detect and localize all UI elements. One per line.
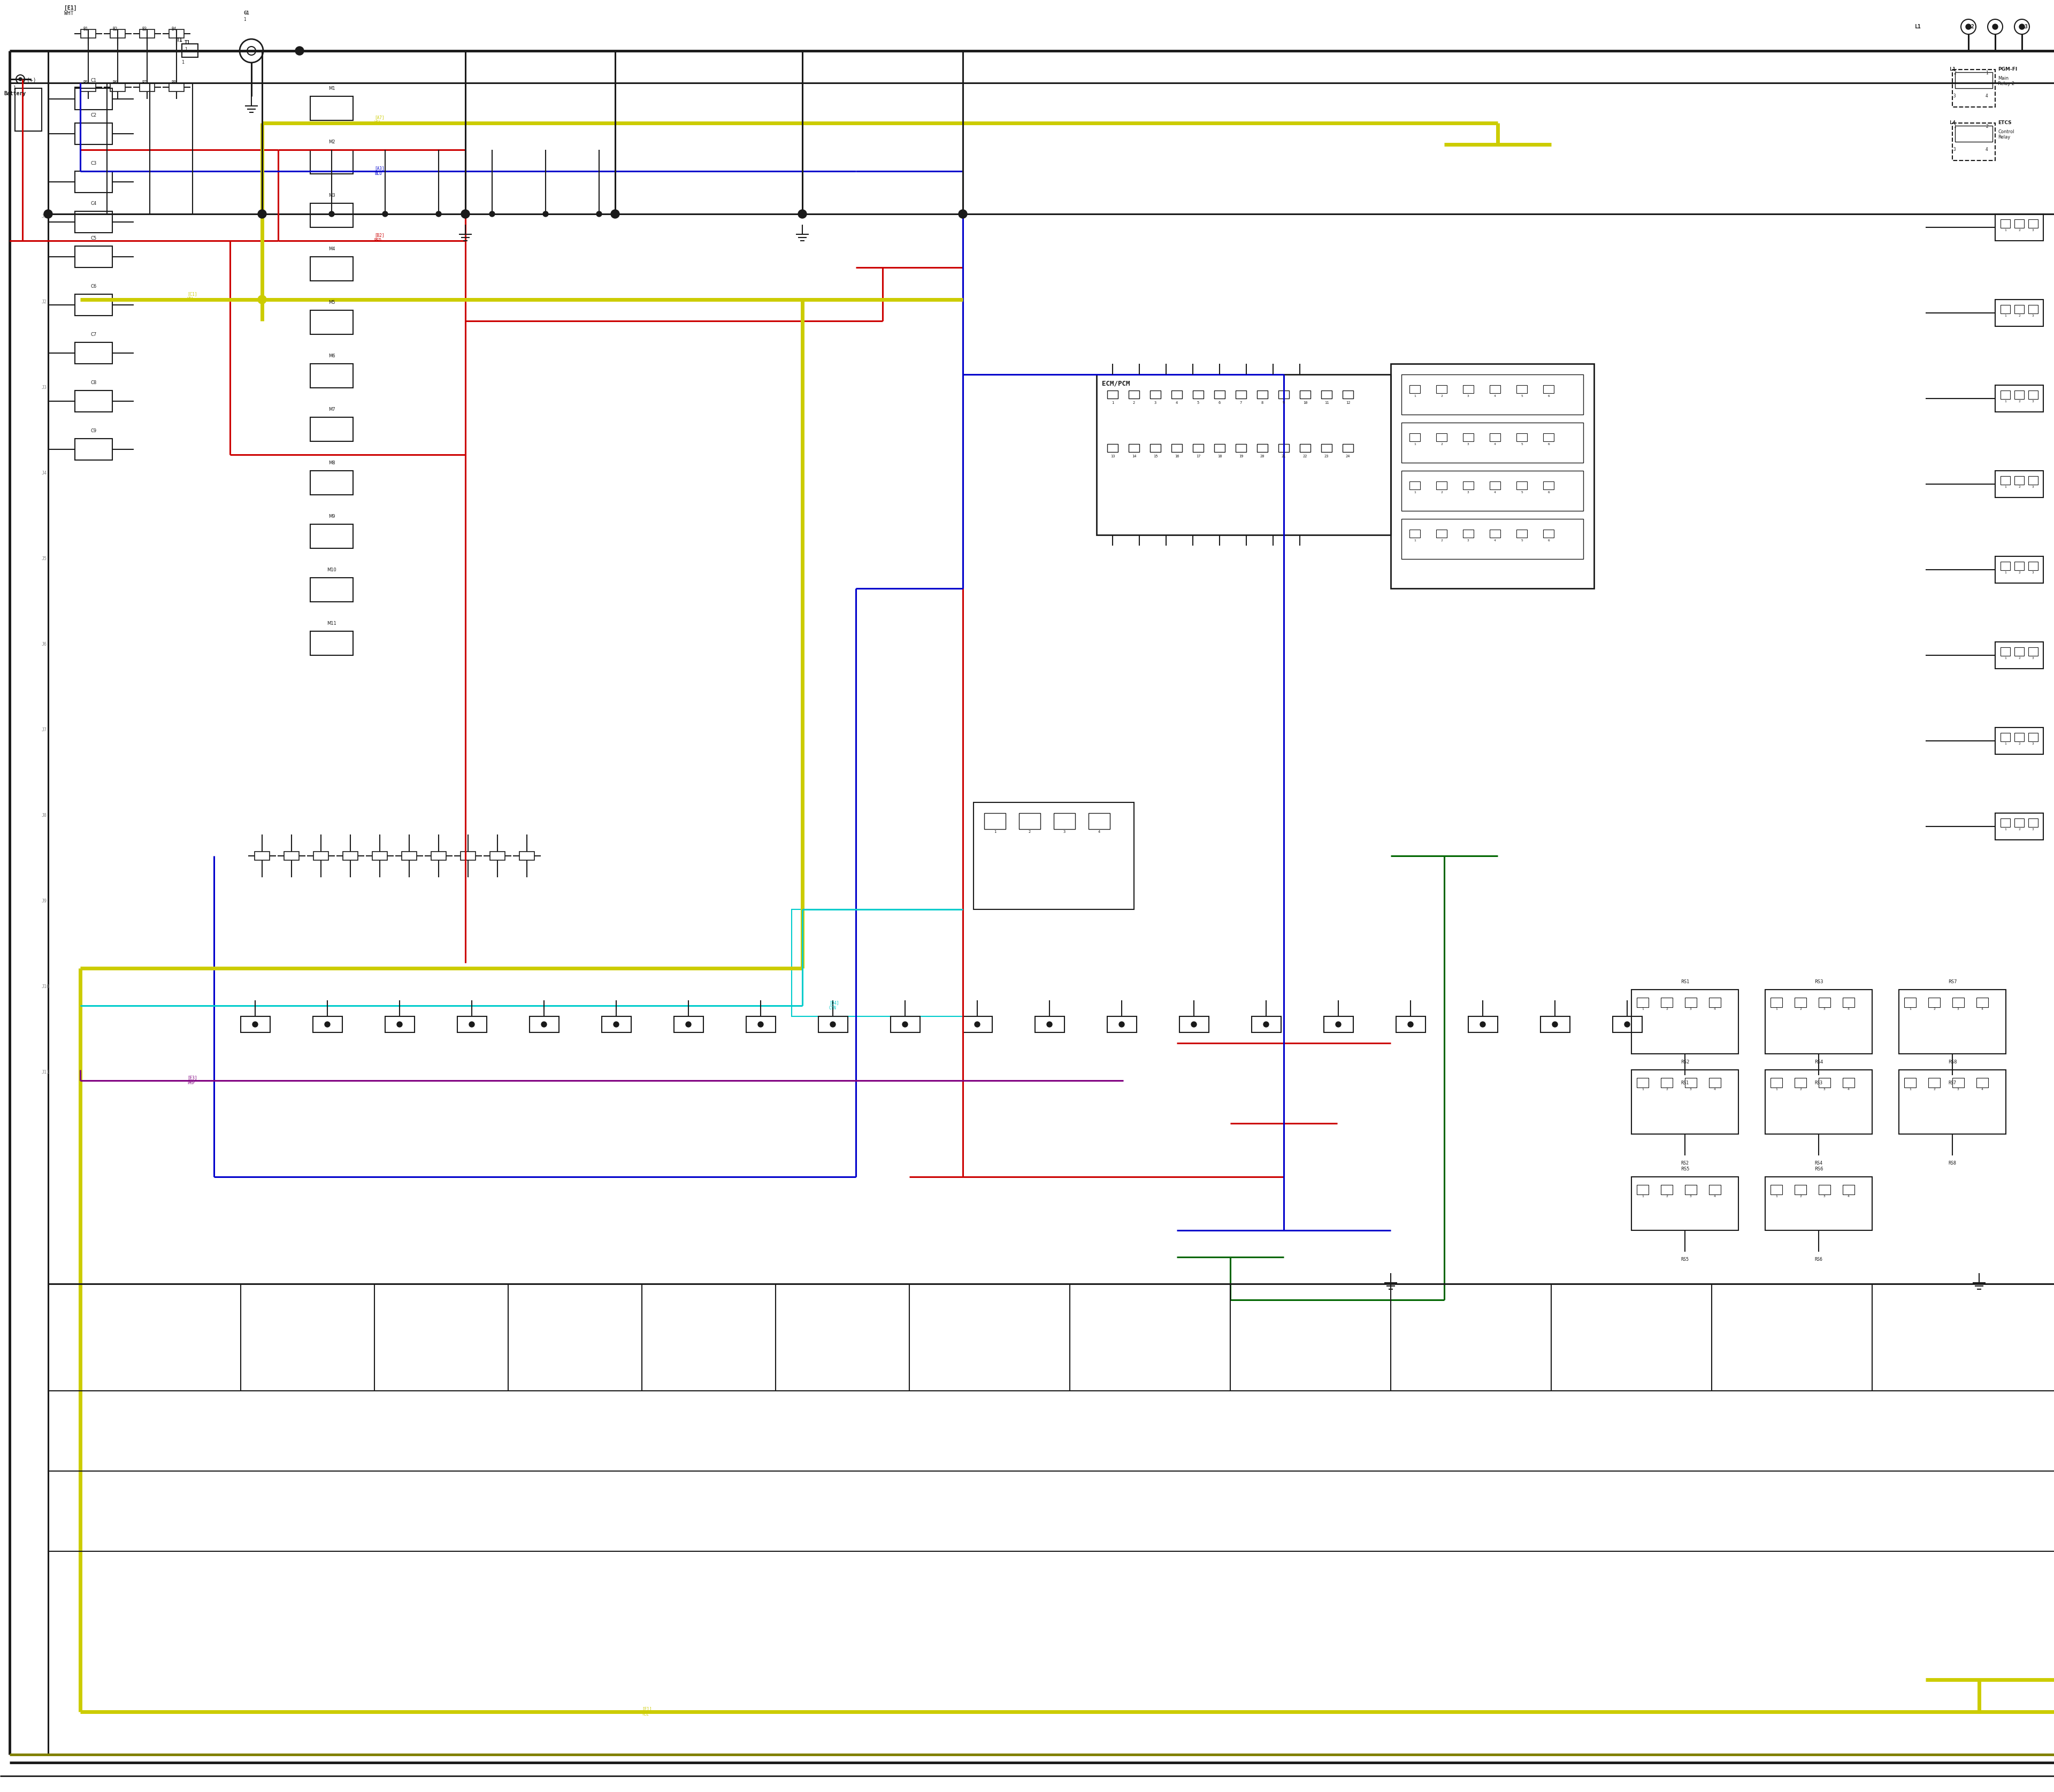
Text: RS6: RS6: [1814, 1167, 1824, 1172]
Bar: [1193, 391, 1204, 398]
Text: 16: 16: [1175, 455, 1179, 459]
Text: M4: M4: [329, 247, 335, 251]
Bar: [1994, 213, 2044, 240]
Bar: [1929, 1077, 1941, 1088]
Bar: [1171, 391, 1183, 398]
Circle shape: [259, 296, 267, 305]
Text: RS8: RS8: [1949, 1161, 1955, 1165]
Bar: [1237, 391, 1247, 398]
Bar: [1489, 434, 1499, 441]
Bar: [963, 1016, 992, 1032]
Text: J8: J8: [41, 814, 47, 817]
Bar: [1343, 391, 1354, 398]
Text: L1: L1: [1914, 23, 1920, 29]
Bar: [1462, 530, 1473, 538]
Bar: [1489, 385, 1499, 392]
Bar: [255, 851, 269, 860]
Bar: [310, 577, 353, 602]
Bar: [1953, 998, 1964, 1007]
Bar: [1842, 998, 1855, 1007]
Text: RS3: RS3: [1814, 1081, 1822, 1086]
Bar: [2001, 391, 2011, 400]
Bar: [1662, 1185, 1672, 1195]
Circle shape: [329, 211, 335, 217]
Bar: [1401, 423, 1584, 462]
Text: J2: J2: [41, 299, 47, 305]
Bar: [74, 172, 113, 192]
Bar: [2001, 305, 2011, 314]
Bar: [1994, 728, 2044, 754]
Bar: [2027, 733, 2038, 742]
Bar: [1436, 482, 1446, 489]
Bar: [310, 97, 353, 120]
Bar: [1637, 1185, 1649, 1195]
Bar: [2001, 733, 2011, 742]
Bar: [2027, 391, 2038, 400]
Bar: [310, 525, 353, 548]
Bar: [310, 364, 353, 387]
Bar: [14, 88, 41, 131]
Circle shape: [1119, 1021, 1124, 1027]
Bar: [74, 391, 113, 412]
Text: 2: 2: [1953, 70, 1955, 75]
Text: Battery: Battery: [4, 91, 27, 97]
Bar: [1771, 998, 1783, 1007]
Bar: [1150, 391, 1161, 398]
Bar: [310, 151, 353, 174]
Bar: [372, 851, 388, 860]
Text: [A3]
BLU: [A3] BLU: [374, 167, 384, 176]
Bar: [2015, 305, 2023, 314]
Text: 3: 3: [1154, 401, 1156, 405]
Circle shape: [596, 211, 602, 217]
Circle shape: [830, 1021, 836, 1027]
Bar: [1251, 1016, 1282, 1032]
Circle shape: [686, 1021, 690, 1027]
Bar: [1409, 482, 1419, 489]
Bar: [1842, 1077, 1855, 1088]
Bar: [817, 1016, 848, 1032]
Bar: [1278, 391, 1290, 398]
Circle shape: [43, 210, 53, 219]
Text: M3: M3: [329, 194, 335, 197]
Circle shape: [1992, 23, 1999, 29]
Bar: [403, 851, 417, 860]
Text: M9: M9: [329, 514, 335, 520]
Text: M6: M6: [329, 353, 335, 358]
Bar: [310, 471, 353, 495]
Text: 2: 2: [1134, 401, 1136, 405]
Text: L4: L4: [1949, 120, 1955, 125]
Bar: [1409, 434, 1419, 441]
Text: PGM-FI: PGM-FI: [1999, 66, 2017, 72]
Bar: [386, 1016, 415, 1032]
Text: 14: 14: [1132, 455, 1136, 459]
Bar: [111, 29, 125, 38]
Bar: [1842, 1185, 1855, 1195]
Circle shape: [253, 1021, 259, 1027]
Text: M2: M2: [329, 140, 335, 145]
Bar: [1818, 1185, 1830, 1195]
Text: RS7: RS7: [1949, 1081, 1955, 1086]
Text: Main
Relay 2: Main Relay 2: [1999, 75, 2015, 86]
Text: RS5: RS5: [1680, 1167, 1688, 1172]
Circle shape: [614, 1021, 618, 1027]
Text: RS4: RS4: [1814, 1161, 1822, 1165]
Text: L3: L3: [2021, 23, 2027, 29]
Bar: [2027, 219, 2038, 228]
Bar: [1764, 1177, 1871, 1231]
Text: M8: M8: [329, 461, 335, 466]
Circle shape: [396, 1021, 403, 1027]
Bar: [1171, 444, 1183, 452]
Circle shape: [1481, 1021, 1485, 1027]
Bar: [1994, 471, 2044, 498]
Circle shape: [1553, 1021, 1557, 1027]
Text: 23: 23: [1325, 455, 1329, 459]
Text: 1: 1: [994, 830, 996, 833]
Text: M10: M10: [327, 568, 337, 572]
Bar: [80, 82, 97, 91]
Bar: [1300, 391, 1310, 398]
Circle shape: [325, 1021, 331, 1027]
Bar: [1631, 989, 1738, 1054]
Text: 4: 4: [1986, 147, 1988, 152]
Bar: [1401, 375, 1584, 414]
Bar: [1709, 1185, 1721, 1195]
